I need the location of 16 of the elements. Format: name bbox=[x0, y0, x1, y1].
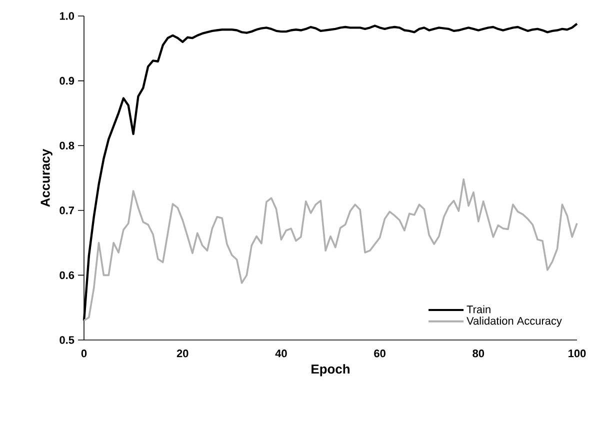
y-tick-label: 0.8 bbox=[60, 142, 74, 150]
y-tick-label: 0.6 bbox=[60, 271, 74, 280]
x-tick-label: 60 bbox=[374, 350, 386, 358]
y-tick-label: 0.7 bbox=[60, 206, 74, 214]
legend-label: Validation Accuracy bbox=[466, 316, 562, 327]
y-axis-title: Accuracy bbox=[40, 148, 52, 207]
y-tick-label: 1.0 bbox=[60, 12, 74, 20]
y-tick-label: 0.9 bbox=[60, 76, 74, 85]
x-tick-label: 80 bbox=[472, 350, 484, 358]
x-axis-title: Epoch bbox=[312, 364, 350, 376]
x-tick-label: 40 bbox=[275, 350, 287, 358]
x-tick-label: 100 bbox=[568, 350, 586, 358]
y-tick-label: 0.5 bbox=[60, 336, 74, 344]
legend-label: Train bbox=[466, 305, 490, 314]
x-tick-label: 20 bbox=[176, 350, 188, 358]
x-tick-label: 0 bbox=[81, 350, 87, 358]
